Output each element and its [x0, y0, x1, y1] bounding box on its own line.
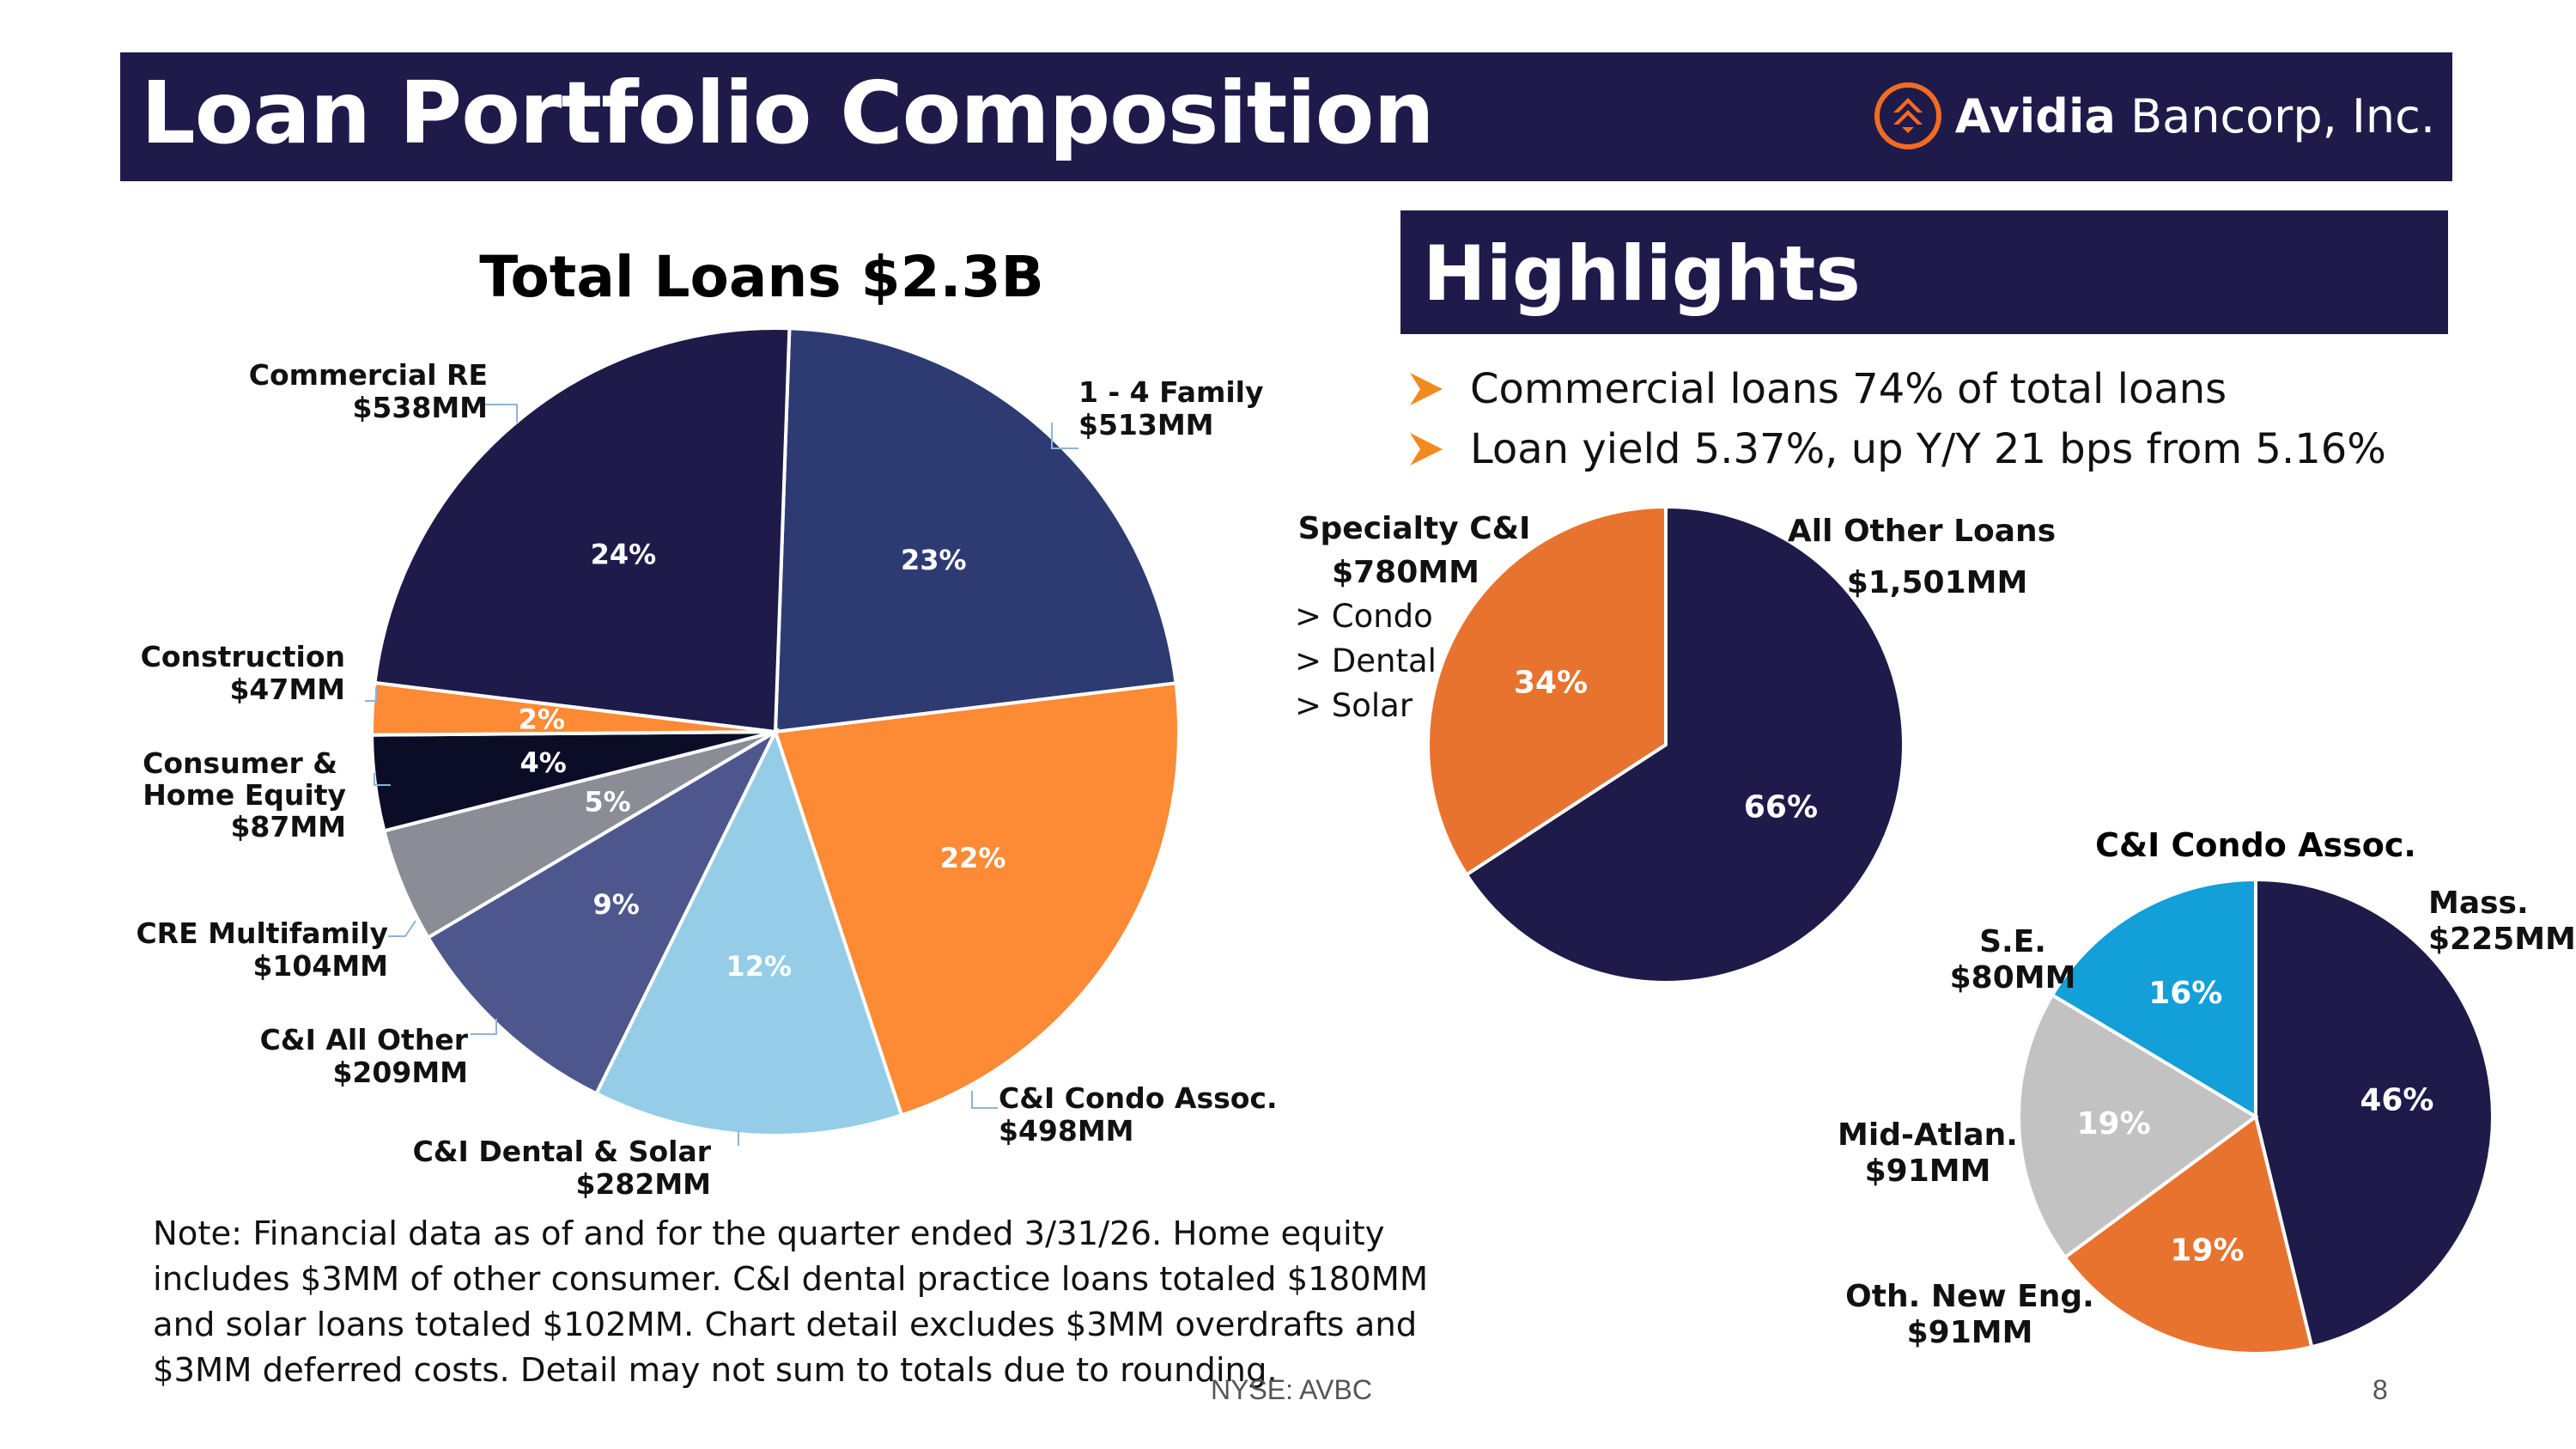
- pie-slice: [773, 681, 1181, 1117]
- slice-label: All Other Loans: [1788, 514, 2056, 549]
- slice-label: C&I Condo Assoc.: [999, 1081, 1278, 1115]
- pie-pct-label: 12%: [726, 950, 792, 983]
- pie-pct-label: 19%: [2170, 1233, 2244, 1269]
- leader-line: [971, 1091, 998, 1109]
- slice-value: $91MM: [1865, 1154, 1991, 1189]
- sub-item: > Solar: [1295, 687, 1413, 724]
- slice-value: $47MM: [229, 673, 345, 706]
- pie-slice: [2063, 1113, 2314, 1355]
- slice-label: Oth. New Eng.: [1845, 1279, 2094, 1314]
- slice-label: Home Equity: [143, 778, 346, 812]
- pie-pct-label: 2%: [519, 703, 565, 735]
- slice-label: 1 - 4 Family: [1078, 375, 1263, 409]
- slice-label: Specialty C&I: [1298, 511, 1531, 546]
- leader-line: [471, 1019, 497, 1035]
- page-number: 8: [2372, 1374, 2388, 1405]
- specialty-ci-pie: 66% 34%: [1426, 504, 1905, 984]
- slice-value: $498MM: [999, 1114, 1134, 1148]
- title-bar: Loan Portfolio Composition Avidia Bancor…: [120, 52, 2452, 181]
- condo-assoc-title: C&I Condo Assoc.: [2095, 826, 2416, 864]
- condo-assoc-pie: 46% 19% 19% 16%: [2017, 877, 2494, 1355]
- slice-label: CRE Multifamily: [136, 916, 388, 950]
- arrow-bullet-icon: [1410, 373, 1443, 405]
- total-loans-title: Total Loans $2.3B: [479, 244, 1044, 310]
- page-title: Loan Portfolio Composition: [141, 63, 1435, 163]
- pie-slice: [1464, 504, 1905, 984]
- pie-pct-label: 22%: [940, 842, 1006, 874]
- company-logo: Avidia Bancorp, Inc.: [1873, 75, 2435, 157]
- total-loans-pie: 23% 22% 12% 9% 5% 4% 2% 24%: [369, 326, 1181, 1137]
- sub-item: > Condo: [1295, 598, 1433, 635]
- slice-value: $513MM: [1078, 408, 1214, 441]
- slice-label: Mass.: [2428, 886, 2529, 921]
- slice-label: Construction: [141, 640, 345, 673]
- highlights-bar: Highlights: [1400, 210, 2448, 334]
- leader-line: [388, 920, 416, 937]
- slice-value: $225MM: [2428, 922, 2576, 957]
- leader-line: [365, 687, 377, 702]
- pie-slice: [425, 727, 780, 1096]
- slice-value: $538MM: [352, 391, 488, 424]
- pie-slice: [1426, 504, 1668, 878]
- pie-slice: [373, 326, 792, 734]
- slice-value: $104MM: [252, 949, 388, 983]
- slice-label: Commercial RE: [249, 358, 488, 392]
- slice-value: $87MM: [230, 810, 346, 843]
- pie-slice: [593, 727, 904, 1137]
- highlights-title: Highlights: [1423, 229, 1861, 318]
- logo-wordmark: Avidia Bancorp, Inc.: [1954, 88, 2435, 143]
- pie-pct-label: 5%: [584, 786, 630, 819]
- pie-pct-label: 34%: [1514, 665, 1588, 700]
- slice-value: $80MM: [1950, 960, 2076, 995]
- pie-pct-label: 24%: [591, 539, 657, 571]
- slice-label: S.E.: [1979, 924, 2046, 959]
- sub-item: > Dental: [1295, 642, 1437, 679]
- slice-value: $91MM: [1907, 1315, 2033, 1350]
- slice-label: C&I Dental & Solar: [413, 1135, 712, 1168]
- highlight-item: Commercial loans 74% of total loans: [1408, 359, 2386, 419]
- footnote: Note: Financial data as of and for the q…: [153, 1215, 1429, 1390]
- highlight-item: Loan yield 5.37%, up Y/Y 21 bps from 5.1…: [1408, 419, 2386, 479]
- slice-value: $780MM: [1332, 555, 1479, 590]
- avidia-logo-icon: [1874, 82, 1941, 149]
- pie-pct-label: 23%: [901, 544, 967, 576]
- slice-value: $1,501MM: [1847, 565, 2028, 600]
- pie-pct-label: 66%: [1744, 790, 1818, 825]
- pie-pct-label: 19%: [2077, 1106, 2151, 1142]
- leader-line: [479, 404, 518, 423]
- pie-slice: [773, 326, 1178, 734]
- pie-pct-label: 9%: [592, 888, 639, 921]
- leader-line: [1051, 423, 1078, 449]
- arrow-bullet-icon: [1410, 433, 1443, 466]
- leader-line: [374, 773, 391, 786]
- ticker: NYSE: AVBC: [1211, 1374, 1372, 1405]
- slice-label: C&I All Other: [260, 1023, 469, 1056]
- slice-value: $282MM: [575, 1167, 711, 1201]
- slice-label: Consumer &: [143, 746, 337, 780]
- pie-slice: [2050, 877, 2257, 1120]
- pie-pct-label: 4%: [519, 746, 566, 779]
- slice-value: $209MM: [332, 1056, 468, 1089]
- pie-slice: [2254, 877, 2494, 1349]
- leader-lines: [365, 404, 1078, 1146]
- pie-slice: [2017, 992, 2259, 1260]
- pie-pct-label: 46%: [2360, 1082, 2433, 1117]
- highlights-list: Commercial loans 74% of total loans Loan…: [1408, 359, 2386, 479]
- slice-label: Mid-Atlan.: [1838, 1117, 2018, 1153]
- pie-pct-label: 16%: [2148, 976, 2222, 1011]
